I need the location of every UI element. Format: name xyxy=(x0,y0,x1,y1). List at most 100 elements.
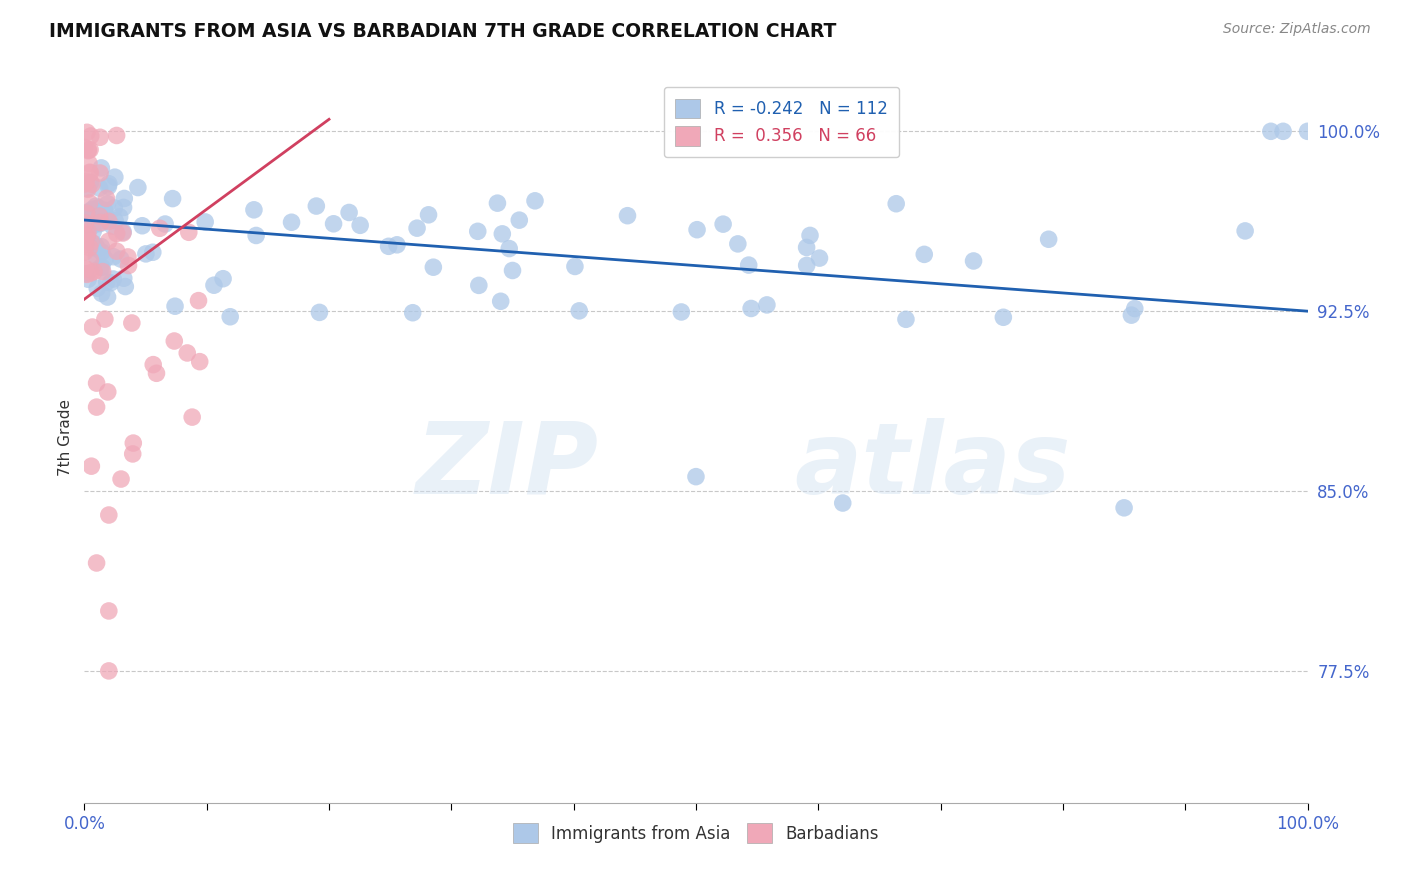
Point xyxy=(94,214,117,228)
Point xyxy=(280,215,302,229)
Point xyxy=(322,217,344,231)
Point xyxy=(89,209,111,223)
Point xyxy=(76,125,98,139)
Point xyxy=(82,225,104,239)
Point xyxy=(808,251,831,265)
Point xyxy=(94,252,117,266)
Point xyxy=(418,208,440,222)
Point xyxy=(755,298,778,312)
Point xyxy=(93,203,115,218)
Point xyxy=(83,264,105,278)
Point xyxy=(799,228,821,243)
Point xyxy=(97,604,120,618)
Point xyxy=(83,237,105,252)
Point xyxy=(1234,224,1257,238)
Legend: Immigrants from Asia, Barbadians: Immigrants from Asia, Barbadians xyxy=(506,817,886,849)
Point xyxy=(1038,232,1060,246)
Point xyxy=(97,234,120,248)
Point xyxy=(77,225,100,239)
Point xyxy=(738,258,761,272)
Point xyxy=(194,215,217,229)
Point xyxy=(1260,124,1282,138)
Point xyxy=(97,508,120,522)
Point xyxy=(117,259,139,273)
Point xyxy=(86,281,108,295)
Point xyxy=(377,239,399,253)
Point xyxy=(740,301,762,316)
Point xyxy=(1123,301,1146,316)
Point xyxy=(796,258,818,272)
Point xyxy=(77,272,100,286)
Point xyxy=(894,312,917,326)
Point xyxy=(884,196,907,211)
Text: Source: ZipAtlas.com: Source: ZipAtlas.com xyxy=(1223,22,1371,37)
Point xyxy=(422,260,444,275)
Point xyxy=(1114,500,1136,515)
Point xyxy=(82,202,104,217)
Point xyxy=(97,290,120,304)
Point xyxy=(87,201,110,215)
Point xyxy=(110,472,132,486)
Point xyxy=(153,217,176,231)
Point xyxy=(90,240,112,254)
Point xyxy=(112,225,135,239)
Point xyxy=(75,216,97,230)
Point xyxy=(912,247,935,261)
Point xyxy=(489,294,512,309)
Point xyxy=(89,181,111,195)
Point xyxy=(187,293,209,308)
Point xyxy=(90,260,112,275)
Point xyxy=(84,250,107,264)
Point xyxy=(993,310,1015,325)
Point xyxy=(564,260,586,274)
Point xyxy=(1296,124,1319,138)
Point xyxy=(243,202,266,217)
Point xyxy=(671,305,693,319)
Point xyxy=(305,199,328,213)
Point xyxy=(467,224,489,238)
Point xyxy=(219,310,242,324)
Text: atlas: atlas xyxy=(794,417,1070,515)
Point xyxy=(163,299,186,313)
Point xyxy=(75,229,97,244)
Point xyxy=(97,177,120,191)
Point xyxy=(112,271,135,285)
Point xyxy=(79,165,101,179)
Point xyxy=(77,182,100,196)
Point xyxy=(82,320,104,334)
Point xyxy=(104,214,127,228)
Point xyxy=(127,180,149,194)
Point xyxy=(75,267,97,281)
Point xyxy=(142,245,165,260)
Point xyxy=(177,225,200,239)
Point xyxy=(77,156,100,170)
Point xyxy=(79,166,101,180)
Point xyxy=(135,247,157,261)
Point xyxy=(80,178,103,192)
Point xyxy=(97,664,120,678)
Point xyxy=(105,128,128,143)
Point xyxy=(80,459,103,474)
Point xyxy=(176,346,198,360)
Point xyxy=(103,250,125,264)
Point xyxy=(308,305,330,319)
Point xyxy=(80,235,103,249)
Point xyxy=(114,279,136,293)
Point xyxy=(686,223,709,237)
Point xyxy=(91,264,114,278)
Point xyxy=(79,253,101,268)
Point xyxy=(498,242,520,256)
Point xyxy=(108,210,131,224)
Text: ZIP: ZIP xyxy=(415,417,598,515)
Point xyxy=(100,276,122,290)
Point xyxy=(91,260,114,274)
Point xyxy=(75,261,97,276)
Point xyxy=(96,191,118,205)
Point xyxy=(94,312,117,326)
Point xyxy=(112,191,135,205)
Point xyxy=(89,216,111,230)
Point xyxy=(80,266,103,280)
Point xyxy=(84,199,107,213)
Point xyxy=(82,219,104,233)
Point xyxy=(86,556,108,570)
